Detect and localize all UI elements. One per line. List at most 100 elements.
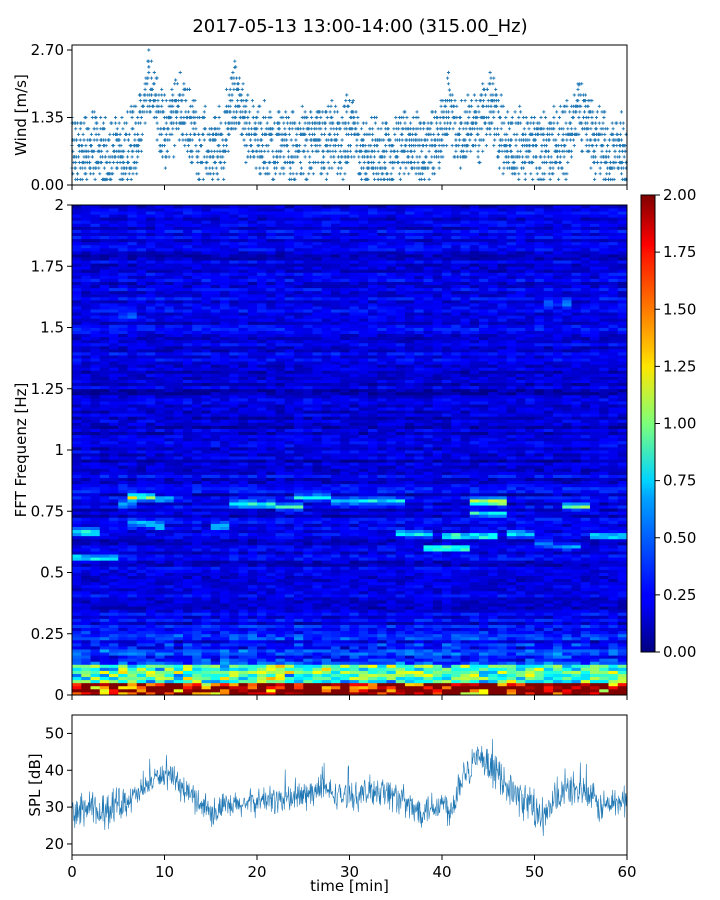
spectrogram-cell	[368, 572, 378, 576]
spectrogram-cell	[90, 578, 101, 583]
spectrogram-cell	[201, 584, 212, 589]
spectrogram-cell	[506, 621, 517, 625]
spectrogram-cell	[497, 636, 508, 641]
spectrogram-cell	[386, 618, 397, 622]
spectrogram-cell	[488, 679, 498, 684]
spectrogram-cell	[164, 639, 175, 644]
spectrogram-cell	[321, 566, 332, 570]
spectrogram-cell	[109, 661, 119, 665]
spectrogram-cell	[395, 646, 406, 650]
spectrogram-cell	[312, 572, 323, 576]
spectrogram-cell	[395, 688, 406, 693]
spectrogram-cell	[590, 655, 600, 659]
spectrogram-cell	[90, 688, 101, 693]
spectrogram-cell	[210, 642, 221, 647]
spectrogram-cell	[451, 615, 461, 619]
spectrogram-cell	[238, 593, 249, 598]
spectrogram-cell	[183, 646, 193, 650]
spectrogram-cell	[506, 603, 517, 607]
spectrogram-cell	[118, 639, 128, 644]
spectrogram-cell	[192, 685, 202, 690]
spectrogram-cell	[99, 673, 110, 678]
wind-point	[76, 132, 81, 136]
spectrogram-cell	[173, 581, 184, 586]
spectrogram-cell	[340, 652, 350, 656]
spectrogram-cell	[580, 590, 591, 595]
spectrogram-cell	[617, 600, 628, 604]
spectrogram-cell	[201, 636, 212, 641]
spectrogram-cell	[294, 624, 304, 629]
spectrogram-cell	[247, 682, 258, 687]
spectrogram-cell	[210, 630, 221, 635]
spectrogram-cell	[247, 581, 258, 586]
spectrogram-cell	[349, 649, 360, 653]
spectrogram-cell	[238, 652, 249, 656]
spectrogram-cell	[164, 600, 175, 604]
spectrogram-cell	[553, 590, 563, 595]
spectrogram-cell	[386, 646, 397, 650]
wind-point	[87, 155, 91, 159]
spectrogram-cell	[358, 670, 369, 674]
wind-point	[100, 160, 104, 165]
spectrogram-cell	[442, 679, 452, 684]
spectrogram-cell	[553, 658, 563, 662]
spectrogram-cell	[423, 572, 434, 576]
spectrogram-cell	[146, 603, 156, 607]
wind-point	[87, 149, 91, 153]
spectrogram-cell	[303, 624, 313, 629]
spectrogram-cell	[534, 636, 545, 641]
spectrogram-cell	[118, 609, 128, 613]
spectrogram-cell	[266, 590, 276, 595]
spectrogram-cell	[257, 609, 267, 613]
spectrogram-cell	[229, 688, 239, 693]
spectrogram-cell	[386, 679, 397, 684]
spectrogram-cell	[192, 621, 202, 625]
spectrogram-cell	[220, 593, 230, 598]
spectrogram-cell	[164, 649, 175, 653]
wind-point	[112, 160, 116, 165]
spectrogram-cell	[571, 667, 582, 671]
spectrogram-cell	[377, 636, 387, 641]
spectrogram-cell	[358, 569, 369, 573]
spectrogram-cell	[72, 624, 82, 629]
spectrogram-cell	[451, 664, 461, 668]
spectrogram-cell	[469, 627, 480, 632]
spectrogram-cell	[368, 615, 378, 619]
spectrogram-cell	[516, 627, 526, 632]
spectrogram-cell	[516, 584, 526, 589]
spectrogram-cell	[284, 606, 295, 610]
spectrogram-cell	[90, 581, 101, 586]
spectrogram-cell	[580, 673, 591, 678]
spectrogram-cell	[405, 581, 415, 586]
spectrogram-cell	[220, 603, 230, 607]
spectrogram-cell	[497, 603, 508, 607]
spectrogram-cell	[192, 603, 202, 607]
wind-point	[145, 110, 149, 114]
spectrogram-cell	[155, 673, 165, 678]
spectrogram-cell	[562, 600, 572, 604]
spectrogram-cell	[247, 673, 258, 678]
spectrogram-cell	[599, 569, 609, 573]
spectrogram-cell	[90, 572, 101, 576]
spectrogram-cell	[368, 658, 378, 662]
spectrogram-cell	[238, 636, 249, 641]
spectrogram-cell	[571, 676, 582, 681]
spectrogram-cell	[266, 581, 276, 586]
spectrogram-cell	[72, 618, 82, 622]
spectrogram-cell	[90, 673, 101, 678]
spectrogram-cell	[99, 670, 110, 674]
spectrogram-cell	[571, 661, 582, 665]
spectrogram-cell	[377, 600, 387, 604]
wind-point	[155, 138, 159, 142]
wind-point	[184, 110, 188, 114]
spectrogram-cell	[349, 593, 360, 598]
spectrogram-cell	[488, 658, 498, 662]
spectrogram-cell	[488, 642, 498, 647]
spectrogram-cell	[266, 600, 276, 604]
spectrogram-cell	[155, 682, 165, 687]
wind-point	[178, 70, 182, 75]
spectrogram-cell	[460, 636, 471, 641]
spectrogram-cell	[386, 581, 397, 586]
spectrogram-cell	[432, 578, 443, 583]
spectrogram-cell	[109, 652, 119, 656]
